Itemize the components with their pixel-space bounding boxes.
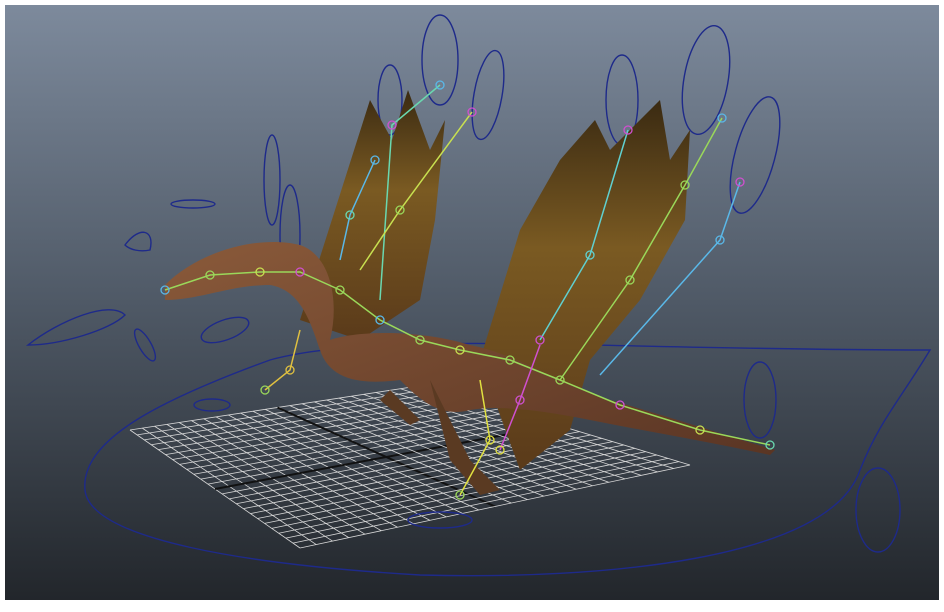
joint <box>345 210 355 220</box>
grid-line <box>299 464 691 549</box>
joint <box>467 107 477 117</box>
wing-control <box>681 25 731 135</box>
joint-markers <box>160 80 775 500</box>
joint <box>415 335 425 345</box>
wing-control <box>377 64 403 136</box>
wing-joints <box>599 181 741 376</box>
head-control <box>124 231 152 252</box>
joint <box>455 345 465 355</box>
joint <box>717 113 727 123</box>
joint <box>205 270 215 280</box>
joint <box>555 375 565 385</box>
viewport-background <box>5 5 939 600</box>
grid-line <box>271 451 646 529</box>
joint <box>535 335 545 345</box>
wing-joints <box>539 129 629 341</box>
head-control <box>170 199 216 209</box>
dragon-mesh <box>165 90 775 495</box>
joint <box>515 395 525 405</box>
neck-control <box>263 134 281 226</box>
leg <box>430 380 500 495</box>
joint <box>623 125 633 135</box>
grid-line <box>285 457 668 539</box>
joint <box>625 275 635 285</box>
joint <box>387 120 397 130</box>
joint <box>695 425 705 435</box>
joint <box>285 365 295 375</box>
ground-grid <box>129 384 691 549</box>
joint <box>485 435 495 445</box>
wing-control <box>471 49 505 141</box>
skeleton <box>164 84 771 496</box>
joint <box>715 235 725 245</box>
joint <box>335 285 345 295</box>
spine-joints <box>164 271 771 446</box>
wing-control <box>729 96 781 214</box>
jaw-control <box>133 328 157 362</box>
joint <box>260 385 270 395</box>
grid-line <box>292 461 680 544</box>
arm-joints <box>264 329 301 391</box>
wing-joints <box>339 159 376 261</box>
leg-joints <box>499 344 541 451</box>
joint <box>295 267 305 277</box>
joint <box>765 440 775 450</box>
wing-joints <box>359 111 473 271</box>
tail-control <box>743 361 777 439</box>
wing-joints <box>559 117 723 381</box>
jaw-control <box>25 309 126 346</box>
joint <box>370 155 380 165</box>
leg <box>380 390 420 425</box>
joint <box>375 315 385 325</box>
left-wing <box>300 90 445 340</box>
joint <box>615 400 625 410</box>
joint <box>505 355 515 365</box>
wing-joints <box>379 84 441 301</box>
root-control <box>84 342 932 577</box>
control-curves <box>25 14 932 577</box>
joint <box>455 490 465 500</box>
joint <box>395 205 405 215</box>
joint <box>435 80 445 90</box>
wing-control <box>421 14 459 106</box>
joint <box>160 285 170 295</box>
dragon-body <box>165 241 775 455</box>
grid-line <box>278 454 657 534</box>
foot-control <box>193 398 231 412</box>
foot-control <box>407 511 473 529</box>
tail-control <box>855 467 901 553</box>
arm-control <box>200 316 250 344</box>
leg-joints <box>459 379 491 496</box>
joint <box>585 250 595 260</box>
joint <box>495 445 505 455</box>
joint <box>680 180 690 190</box>
joint <box>735 177 745 187</box>
joint <box>255 267 265 277</box>
